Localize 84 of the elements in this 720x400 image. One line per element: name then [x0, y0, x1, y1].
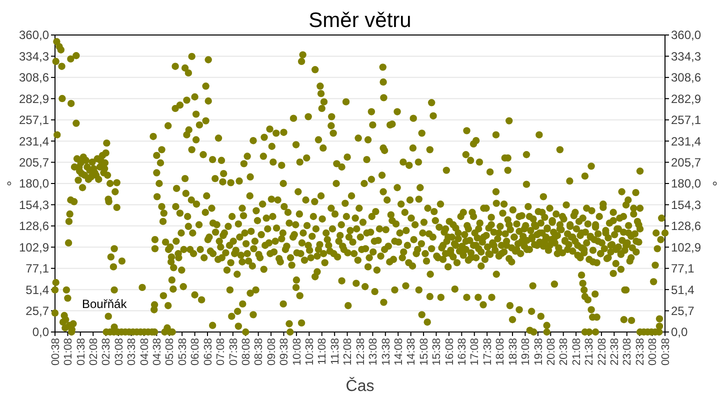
y-tick-label: 282,9: [18, 92, 50, 106]
x-tick-label: 03:38: [126, 338, 138, 366]
y2-tick-label: 0,0: [671, 325, 688, 340]
x-tick-label: 18:38: [507, 338, 520, 366]
x-tick-label: 23:08: [622, 338, 634, 366]
x-tick-label: 17:08: [469, 338, 482, 366]
x-tick-label: 20:38: [558, 338, 570, 366]
x-tick-label: 12:08: [342, 338, 354, 366]
x-tick-label: 03:08: [113, 338, 126, 366]
y2-axis-title: °: [704, 180, 720, 186]
x-tick-label: 01:38: [75, 338, 88, 366]
x-tick-label: 15:38: [431, 338, 444, 366]
y-tick-label: 205,7: [18, 155, 50, 170]
y-tick-label: 154,3: [18, 198, 50, 212]
x-tick-label: 09:08: [266, 338, 278, 366]
x-tick-label: 08:08: [240, 338, 252, 366]
y-tick-label: 0,0: [32, 325, 50, 340]
x-tick-label: 11:08: [316, 338, 329, 365]
x-tick-label: 00:38: [660, 338, 672, 366]
y2-tick-label: 257,1: [671, 113, 702, 128]
y-tick-label: 257,1: [18, 113, 50, 128]
y2-tick-label: 334,3: [671, 49, 702, 64]
x-tick-label: 16:08: [444, 338, 456, 366]
x-tick-label: 10:08: [291, 338, 304, 366]
y2-tick-label: 180,0: [671, 176, 702, 191]
x-tick-label: 04:08: [138, 338, 151, 366]
y2-tick-label: 360,0: [671, 28, 702, 42]
y2-tick-label: 51,4: [671, 282, 695, 297]
chart-title: Směr větru: [308, 9, 412, 32]
y2-tick-label: 308,6: [671, 70, 702, 85]
x-tick-label: 21:38: [584, 338, 596, 366]
y-tick-label: 51,4: [26, 282, 50, 297]
x-tick-label: 13:38: [380, 338, 392, 366]
x-tick-label: 02:08: [88, 338, 100, 366]
y2-tick-label: 25,7: [671, 304, 695, 318]
y-tick-label: 231,4: [18, 134, 50, 148]
y2-tick-label: 154,3: [671, 198, 702, 212]
y2-tick-label: 77,1: [671, 262, 695, 276]
y-tick-label: 102,9: [18, 240, 50, 254]
x-tick-label: 07:38: [228, 338, 240, 366]
x-tick-label: 07:08: [215, 338, 228, 366]
y-tick-label: 334,3: [18, 49, 50, 64]
x-tick-label: 01:08: [62, 338, 75, 366]
y-axis-title: °: [4, 180, 20, 186]
x-tick-label: 11:38: [329, 338, 342, 365]
x-tick-label: 06:38: [202, 338, 214, 366]
x-tick-label: 13:08: [368, 338, 380, 366]
x-tick-label: 05:38: [176, 338, 189, 366]
y-tick-label: 180,0: [18, 176, 50, 191]
x-tick-label: 02:38: [100, 338, 113, 366]
x-tick-label: 14:38: [406, 338, 418, 366]
x-axis-title: Čas: [346, 377, 374, 395]
x-tick-label: 19:08: [520, 338, 532, 366]
x-tick-label: 00:38: [50, 338, 62, 366]
annotation: Bouřňák: [82, 297, 128, 311]
x-tick-label: 22:38: [609, 338, 622, 366]
x-tick-label: 12:38: [354, 338, 367, 366]
x-tick-label: 20:08: [545, 338, 558, 366]
x-tick-label: 16:38: [456, 338, 469, 366]
x-tick-label: 21:08: [570, 338, 583, 366]
x-tick-label: 05:08: [164, 338, 176, 366]
x-tick-label: 19:38: [532, 338, 545, 366]
y-tick-label: 360,0: [18, 28, 50, 42]
y2-tick-label: 128,6: [671, 219, 702, 234]
x-tick-label: 23:38: [634, 338, 646, 366]
y2-tick-label: 282,9: [671, 92, 702, 106]
x-tick-label: 15:08: [418, 338, 430, 366]
x-tick-label: 17:38: [482, 338, 494, 366]
x-tick-label: 04:38: [152, 338, 164, 366]
y2-tick-label: 205,7: [671, 155, 702, 170]
x-tick-label: 10:38: [304, 338, 316, 366]
x-tick-label: 22:08: [596, 338, 608, 366]
x-tick-label: 14:08: [392, 338, 405, 366]
x-tick-label: 06:08: [190, 338, 202, 366]
y-tick-label: 128,6: [18, 219, 50, 234]
y2-tick-label: 102,9: [671, 240, 702, 254]
x-tick-label: 08:38: [253, 338, 266, 366]
y2-tick-label: 231,4: [671, 134, 702, 148]
y-tick-label: 308,6: [18, 70, 50, 85]
y-tick-label: 25,7: [26, 304, 50, 318]
y-tick-label: 77,1: [26, 262, 50, 276]
x-tick-label: 09:38: [278, 338, 291, 366]
x-tick-label: 18:08: [494, 338, 507, 366]
x-tick-label: 00:08: [647, 338, 660, 366]
